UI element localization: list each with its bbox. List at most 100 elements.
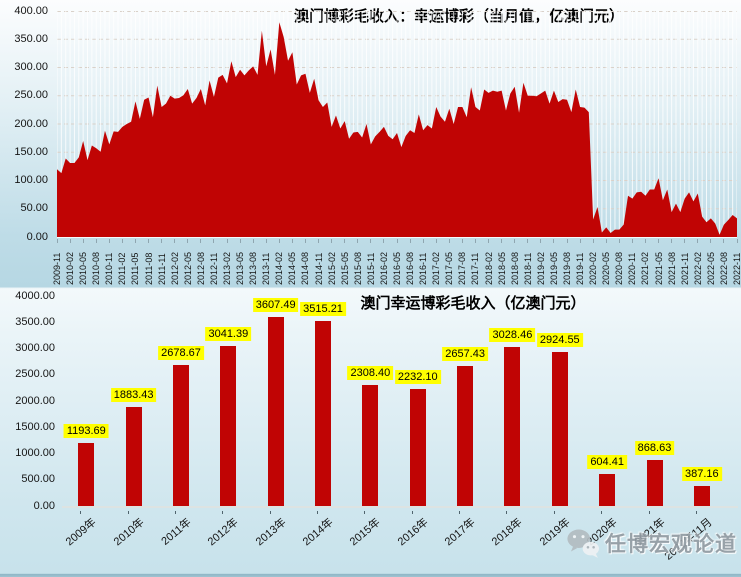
bar-value-label: 868.63 [634, 441, 675, 456]
top-x-tick-mark [435, 239, 437, 243]
bar-value-label: 2657.43 [442, 347, 488, 362]
top-x-tick-mark [278, 239, 280, 243]
bar-2011年 [173, 365, 189, 506]
top-x-tick-mark [226, 239, 228, 243]
top-y-tick-label: 250.00 [14, 89, 48, 102]
top-x-tick-mark [658, 239, 660, 243]
bottom-y-tick-label: 500.00 [21, 473, 55, 486]
top-x-tick-mark [618, 239, 620, 243]
top-x-tick-label: 2022-11 [732, 252, 741, 285]
top-y-tick-label: 150.00 [14, 145, 48, 158]
top-x-tick-label: 2011-08 [143, 252, 154, 285]
top-x-tick-label: 2018-05 [496, 251, 507, 285]
top-x-tick-mark [239, 239, 241, 243]
top-x-tick-label: 2013-05 [235, 251, 246, 285]
top-x-tick-mark [736, 239, 738, 243]
bottom-x-tick-mark [459, 511, 461, 514]
top-x-tick-mark [148, 239, 150, 243]
top-x-tick-label: 2010-05 [78, 251, 89, 285]
bar-value-label: 3515.21 [300, 302, 346, 317]
bottom-y-tick-label: 2000.00 [15, 394, 55, 407]
bottom-x-tick-mark [553, 511, 555, 514]
bottom-chart-title: 澳门幸运博彩毛收入（亿澳门元） [360, 295, 586, 312]
bottom-y-tick-label: 2500.00 [15, 368, 55, 381]
top-x-tick-mark [579, 239, 581, 243]
top-x-tick-mark [723, 239, 725, 243]
top-x-tick-label: 2016-02 [378, 251, 389, 285]
top-x-tick-label: 2022-08 [718, 251, 729, 285]
top-x-tick-label: 2018-08 [509, 251, 520, 285]
top-x-tick-label: 2016-05 [392, 251, 402, 285]
bottom-y-tick-label: 1000.00 [15, 447, 55, 459]
bottom-x-tick-mark [80, 511, 82, 514]
top-x-tick-mark [161, 239, 163, 243]
bar-value-label: 2924.55 [536, 333, 583, 348]
bottom-y-tick-label: 3000.00 [15, 342, 55, 354]
top-x-tick-label: 2017-05 [444, 251, 455, 285]
top-x-tick-mark [331, 239, 333, 243]
bar-2015年 [362, 384, 379, 506]
bottom-y-tick-label: 3500.00 [15, 315, 55, 328]
bar-value-label: 1193.69 [63, 424, 109, 439]
top-x-tick-label: 2010-02 [65, 251, 76, 285]
top-x-tick-label: 2019-08 [562, 251, 572, 285]
bar-value-label: 387.16 [682, 466, 722, 481]
top-x-tick-label: 2013-08 [248, 251, 259, 285]
bottom-x-axis-line [62, 506, 738, 508]
top-x-tick-mark [514, 239, 516, 243]
top-x-tick-label: 2010-11 [104, 252, 115, 285]
top-x-tick-label: 2009-11 [52, 252, 62, 285]
top-x-tick-label: 2021-08 [666, 251, 677, 285]
top-x-tick-mark [318, 239, 320, 243]
top-x-tick-mark [121, 239, 123, 243]
top-x-tick-label: 2021-05 [653, 251, 664, 285]
bottom-x-tick-mark [695, 511, 697, 514]
top-x-tick-label: 2013-11 [261, 252, 272, 285]
top-x-tick-label: 2014-02 [274, 251, 285, 285]
bar-value-label: 2308.40 [347, 365, 394, 380]
top-x-tick-mark [461, 239, 463, 243]
top-y-tick-label: 0.00 [26, 230, 48, 243]
bar-2021年 [646, 460, 663, 506]
top-x-tick-mark [56, 239, 58, 243]
top-x-tick-label: 2015-05 [339, 251, 350, 285]
top-x-tick-label: 2011-11 [156, 253, 167, 285]
bottom-x-tick-mark [648, 511, 650, 514]
bar-value-label: 3041.39 [205, 327, 252, 342]
top-x-tick-mark [344, 239, 346, 243]
bar-2018年 [504, 347, 521, 506]
top-x-tick-mark [304, 239, 306, 243]
top-y-tick-label: 50.00 [20, 202, 48, 215]
bar-value-label: 3028.46 [489, 328, 536, 342]
top-y-tick-label: 100.00 [14, 174, 48, 186]
top-x-tick-mark [200, 239, 202, 243]
bar-value-label: 1883.43 [110, 388, 157, 403]
top-x-tick-mark [474, 239, 476, 243]
top-x-tick-label: 2019-02 [535, 251, 546, 285]
top-x-tick-mark [252, 239, 254, 243]
area-series [57, 22, 737, 237]
bar-value-label: 2678.67 [158, 346, 204, 361]
top-x-tick-mark [605, 239, 607, 243]
top-x-tick-label: 2021-11 [679, 252, 690, 285]
bar-2016年 [409, 388, 426, 506]
top-x-tick-label: 2016-11 [418, 252, 429, 285]
top-x-tick-mark [710, 239, 712, 243]
top-x-tick-label: 2019-11 [575, 252, 586, 285]
top-x-tick-mark [448, 239, 450, 243]
top-x-tick-label: 2011-02 [117, 252, 128, 285]
bar-2017年 [457, 366, 474, 506]
top-x-tick-label: 2017-02 [431, 251, 442, 285]
top-x-tick-mark [396, 239, 398, 243]
top-x-tick-label: 2020-05 [601, 251, 612, 285]
bar-2014年 [315, 321, 332, 506]
bar-value-label: 604.41 [587, 455, 627, 470]
top-x-tick-label: 2011-05 [130, 252, 141, 285]
bar-2022年11月 [693, 485, 710, 506]
top-x-tick-mark [566, 239, 568, 243]
top-x-tick-label: 2010-08 [91, 251, 102, 285]
top-area-plot [57, 11, 737, 237]
top-x-tick-mark [291, 239, 293, 243]
top-x-tick-mark [501, 239, 503, 243]
wechat-icon [567, 529, 599, 558]
